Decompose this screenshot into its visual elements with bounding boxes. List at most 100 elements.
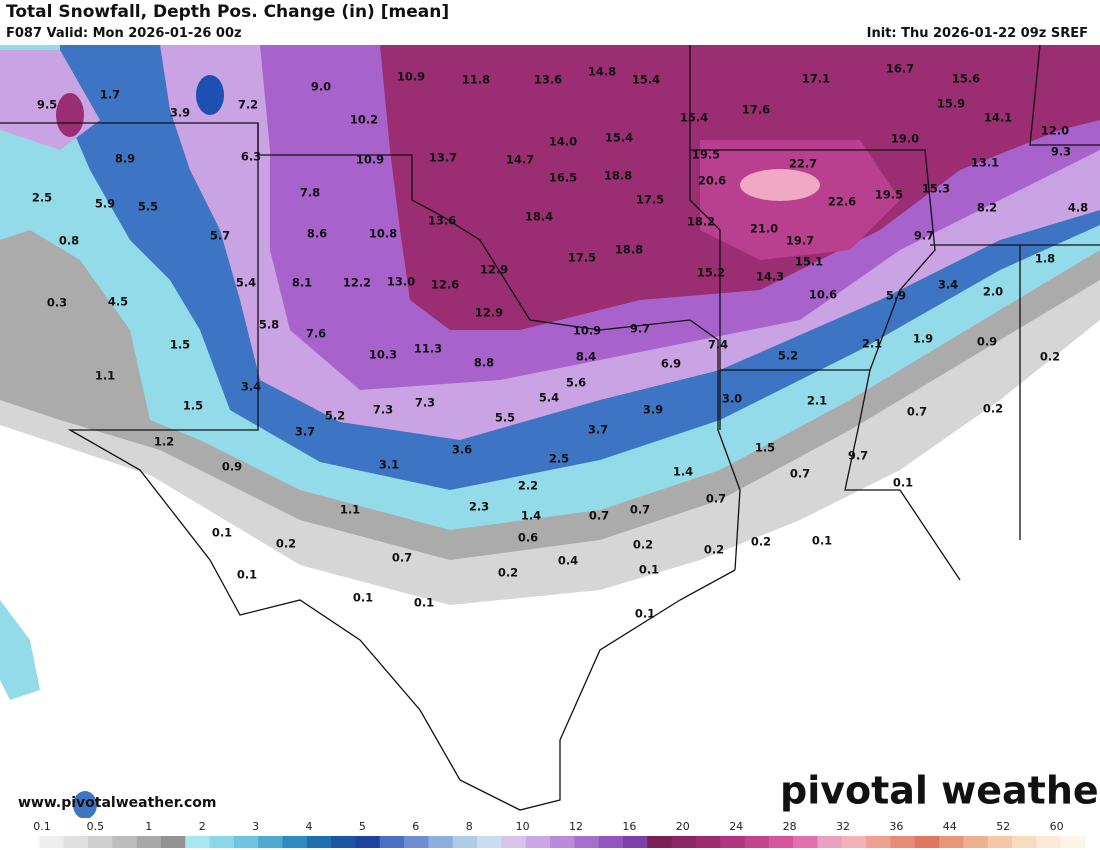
state-borders bbox=[0, 44, 1100, 811]
value-label: 9.7 bbox=[914, 229, 934, 243]
value-label: 22.7 bbox=[789, 157, 817, 171]
value-label: 15.3 bbox=[922, 182, 950, 196]
value-label: 1.5 bbox=[755, 441, 775, 455]
value-label: 0.4 bbox=[558, 554, 578, 568]
value-label: 5.7 bbox=[210, 229, 230, 243]
value-label: 8.2 bbox=[977, 201, 997, 215]
colorbar-swatch bbox=[647, 836, 673, 848]
colorbar-swatch bbox=[258, 836, 283, 848]
value-label: 7.6 bbox=[306, 327, 326, 341]
value-label: 15.4 bbox=[680, 111, 708, 125]
value-label: 0.7 bbox=[630, 503, 650, 517]
value-label: 0.1 bbox=[635, 607, 655, 621]
value-label: 11.3 bbox=[414, 342, 442, 356]
value-label: 5.2 bbox=[325, 409, 345, 423]
value-label: 3.7 bbox=[588, 423, 608, 437]
colorbar-label: 12 bbox=[569, 820, 583, 833]
value-label: 0.9 bbox=[977, 335, 997, 349]
value-label: 21.0 bbox=[750, 222, 778, 236]
value-label: 5.4 bbox=[236, 276, 256, 290]
value-label: 3.9 bbox=[170, 106, 190, 120]
value-label: 8.6 bbox=[307, 227, 327, 241]
value-label: 10.8 bbox=[369, 227, 397, 241]
value-label: 5.6 bbox=[566, 376, 586, 390]
value-label: 14.7 bbox=[506, 153, 534, 167]
value-label: 0.1 bbox=[893, 476, 913, 490]
colorbar-swatch bbox=[160, 836, 186, 848]
value-label: 12.2 bbox=[343, 276, 371, 290]
colorbar-swatch bbox=[282, 836, 308, 848]
colorbar-swatch bbox=[598, 836, 624, 848]
value-label: 0.1 bbox=[212, 526, 232, 540]
value-label: 2.2 bbox=[518, 479, 538, 493]
value-label: 2.5 bbox=[32, 191, 52, 205]
value-label: 12.0 bbox=[1041, 124, 1069, 138]
value-label: 3.4 bbox=[241, 380, 261, 394]
colorbar: 0.1 0.5 1 2 3 4 5 6 8 10 12 16 20 24 28 32 36 44 52 60 bbox=[15, 820, 1086, 848]
valid-time: F087 Valid: Mon 2026-01-26 00z bbox=[6, 26, 242, 41]
colorbar-label: 2 bbox=[199, 820, 206, 833]
value-label: 3.1 bbox=[379, 458, 399, 472]
value-label: 7.3 bbox=[415, 396, 435, 410]
colorbar-label: 6 bbox=[412, 820, 419, 833]
value-label: 13.1 bbox=[971, 156, 999, 170]
value-label: 10.9 bbox=[356, 153, 384, 167]
map-title: Total Snowfall, Depth Pos. Change (in) [… bbox=[6, 2, 450, 22]
value-label: 5.8 bbox=[259, 318, 279, 332]
value-label: 0.2 bbox=[633, 538, 653, 552]
value-label: 15.2 bbox=[697, 266, 725, 280]
colorbar-label: 3 bbox=[252, 820, 259, 833]
value-label: 17.1 bbox=[802, 72, 830, 86]
colorbar-swatch bbox=[306, 836, 332, 848]
colorbar-swatch bbox=[841, 836, 867, 848]
value-label: 1.4 bbox=[521, 509, 541, 523]
value-label: 15.6 bbox=[952, 72, 980, 86]
value-label: 2.5 bbox=[549, 452, 569, 466]
value-label: 9.3 bbox=[1051, 145, 1071, 159]
value-label: 14.8 bbox=[588, 65, 616, 79]
colorbar-swatch bbox=[939, 836, 964, 848]
value-label: 5.5 bbox=[138, 200, 158, 214]
value-label: 14.1 bbox=[984, 111, 1012, 125]
value-label: 18.8 bbox=[615, 243, 643, 257]
colorbar-swatch bbox=[477, 836, 502, 848]
colorbar-label: 20 bbox=[676, 820, 690, 833]
value-label: 1.5 bbox=[170, 338, 190, 352]
snowfall-shading bbox=[0, 45, 1100, 819]
value-label: 17.5 bbox=[636, 193, 664, 207]
logo: pivotal weather bbox=[780, 769, 1100, 813]
value-label: 1.7 bbox=[100, 88, 120, 102]
value-label: 7.8 bbox=[300, 186, 320, 200]
colorbar-label: 5 bbox=[359, 820, 366, 833]
value-label: 18.2 bbox=[687, 215, 715, 229]
colorbar-swatch bbox=[890, 836, 916, 848]
colorbar-swatch bbox=[185, 836, 211, 848]
value-label: 22.6 bbox=[828, 195, 856, 209]
colorbar-swatch bbox=[720, 836, 746, 848]
value-label: 0.2 bbox=[498, 566, 518, 580]
value-label: 0.7 bbox=[392, 551, 412, 565]
value-label: 19.5 bbox=[875, 188, 903, 202]
colorbar-swatch bbox=[744, 836, 770, 848]
value-label: 12.9 bbox=[480, 263, 508, 277]
value-label: 16.7 bbox=[886, 62, 914, 76]
value-label: 7.2 bbox=[238, 98, 258, 112]
colorbar-swatch bbox=[1036, 836, 1062, 848]
website: www.pivotalweather.com bbox=[18, 795, 217, 811]
value-label: 0.7 bbox=[790, 467, 810, 481]
colorbar-swatch bbox=[987, 836, 1013, 848]
value-label: 0.2 bbox=[276, 537, 296, 551]
value-label: 2.3 bbox=[469, 500, 489, 514]
value-label: 10.9 bbox=[397, 70, 425, 84]
value-label: 13.7 bbox=[429, 151, 457, 165]
colorbar-swatch bbox=[768, 836, 794, 848]
colorbar-swatch bbox=[866, 836, 891, 848]
value-label: 0.9 bbox=[222, 460, 242, 474]
value-label: 0.2 bbox=[983, 402, 1003, 416]
value-label: 8.4 bbox=[576, 350, 596, 364]
value-label: 0.1 bbox=[812, 534, 832, 548]
value-label: 13.0 bbox=[387, 275, 415, 289]
value-labels: 9.5 1.7 3.9 7.2 9.0 10.9 11.8 13.6 14.8 15.4 17.1 1… bbox=[32, 62, 1088, 621]
